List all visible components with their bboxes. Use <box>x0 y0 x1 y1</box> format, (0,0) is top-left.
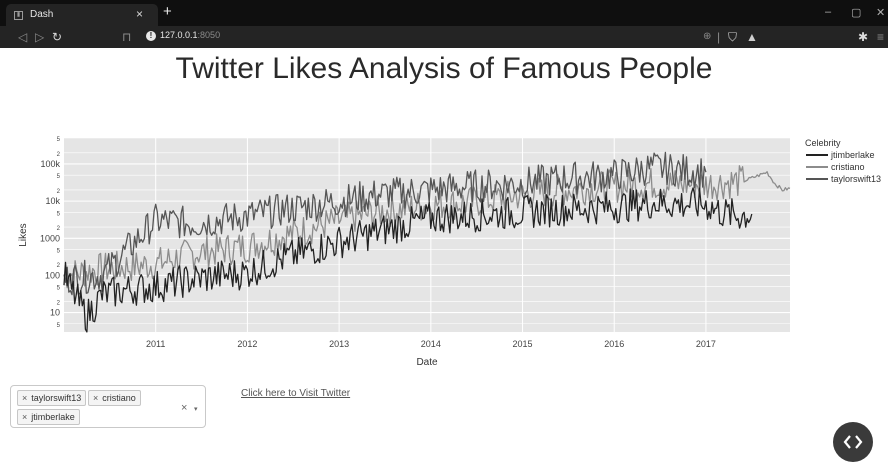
maximize-button[interactable]: ▢ <box>851 7 862 19</box>
tab-title: Dash <box>30 9 54 20</box>
code-brackets-icon <box>843 435 863 449</box>
close-window-button[interactable]: ✕ <box>876 7 886 19</box>
brave-shield-icon[interactable]: ⛉ <box>728 30 738 44</box>
dash-devtools-button[interactable] <box>833 422 873 462</box>
zoom-icon[interactable]: ⊕ <box>703 31 712 42</box>
legend-title: Celebrity <box>805 138 841 148</box>
y-tick-label: 2 <box>57 300 61 306</box>
reload-icon[interactable]: ↻ <box>52 30 63 44</box>
new-tab-button[interactable]: + <box>163 3 172 20</box>
tab-close-button[interactable]: × <box>136 7 144 21</box>
remove-chip-icon[interactable]: × <box>22 393 28 403</box>
visit-twitter-link[interactable]: Click here to Visit Twitter <box>241 388 351 399</box>
y-tick-label: 2 <box>57 263 61 269</box>
y-tick-label: 10 <box>50 308 60 318</box>
y-tick-label: 5 <box>57 248 61 254</box>
browser-tab[interactable]: ▮ Dash × <box>6 4 158 26</box>
selected-chip-jtimberlake[interactable]: × jtimberlake <box>17 409 80 425</box>
rewards-triangle-icon[interactable]: ▲ <box>746 30 758 44</box>
x-tick-label: 2015 <box>513 339 533 349</box>
y-tick-label: 5 <box>57 323 61 329</box>
page-title: Twitter Likes Analysis of Famous People <box>175 52 713 85</box>
back-icon[interactable]: ◁ <box>18 30 28 44</box>
site-info-icon[interactable]: ! <box>146 31 156 41</box>
y-tick-label: 100k <box>40 159 60 169</box>
y-axis-label: Likes <box>18 223 29 246</box>
clear-selection-icon[interactable]: × <box>181 402 188 414</box>
selected-chip-cristiano[interactable]: × cristiano <box>88 390 141 406</box>
selected-chip-taylorswift13[interactable]: × taylorswift13 <box>17 390 87 406</box>
y-tick-label: 5 <box>57 286 61 292</box>
y-tick-label: 5 <box>57 211 61 217</box>
y-tick-label: 5 <box>57 137 61 143</box>
legend-label-taylorswift13: taylorswift13 <box>831 174 881 184</box>
y-tick-label: 2 <box>57 189 61 195</box>
remove-chip-icon[interactable]: × <box>22 412 28 422</box>
url-port: :8050 <box>197 30 221 40</box>
chip-label: jtimberlake <box>31 412 75 422</box>
x-tick-label: 2014 <box>421 339 441 349</box>
dropdown-arrow-icon[interactable]: ▾ <box>194 406 198 413</box>
x-tick-label: 2017 <box>696 339 716 349</box>
browser-toolbar: ◁ ▷ ↻ ⊓ ! 127.0.0.1:8050 ⊕ | ⛉ ▲ ✱ ≡ <box>0 26 888 48</box>
y-tick-label: 100 <box>45 270 60 280</box>
extensions-puzzle-icon[interactable]: ✱ <box>858 30 869 44</box>
x-tick-label: 2012 <box>237 339 257 349</box>
forward-icon[interactable]: ▷ <box>35 30 45 44</box>
remove-chip-icon[interactable]: × <box>93 393 99 403</box>
divider-icon: | <box>717 30 721 44</box>
x-tick-label: 2016 <box>604 339 624 349</box>
x-tick-label: 2011 <box>146 339 165 349</box>
browser-tab-bar: ▮ Dash × + – ▢ ✕ <box>0 0 888 26</box>
series-line-taylorswift13 <box>63 151 707 296</box>
bookmark-icon[interactable]: ⊓ <box>122 30 132 44</box>
minimize-button[interactable]: – <box>825 6 832 18</box>
dash-favicon-icon: ▮ <box>14 11 23 20</box>
y-tick-label: 5 <box>57 174 61 180</box>
chip-label: cristiano <box>102 393 136 403</box>
chip-label: taylorswift13 <box>31 393 82 403</box>
series-line-jtimberlake <box>63 187 753 333</box>
celebrity-multi-select[interactable]: × taylorswift13 × cristiano × jtimberlake ×… <box>10 385 206 428</box>
x-axis-label: Date <box>416 357 438 368</box>
plot-background <box>64 138 790 332</box>
menu-icon[interactable]: ≡ <box>877 30 885 44</box>
y-tick-label: 2 <box>57 226 61 232</box>
address-bar[interactable]: 127.0.0.1:8050 <box>160 30 220 40</box>
y-tick-label: 10k <box>45 196 60 206</box>
y-tick-label: 1000 <box>40 233 60 243</box>
legend-label-cristiano: cristiano <box>831 162 865 172</box>
url-host: 127.0.0.1 <box>160 30 198 40</box>
y-tick-label: 2 <box>57 152 61 158</box>
x-tick-label: 2013 <box>329 339 349 349</box>
legend-label-jtimberlake: jtimberlake <box>830 150 875 160</box>
